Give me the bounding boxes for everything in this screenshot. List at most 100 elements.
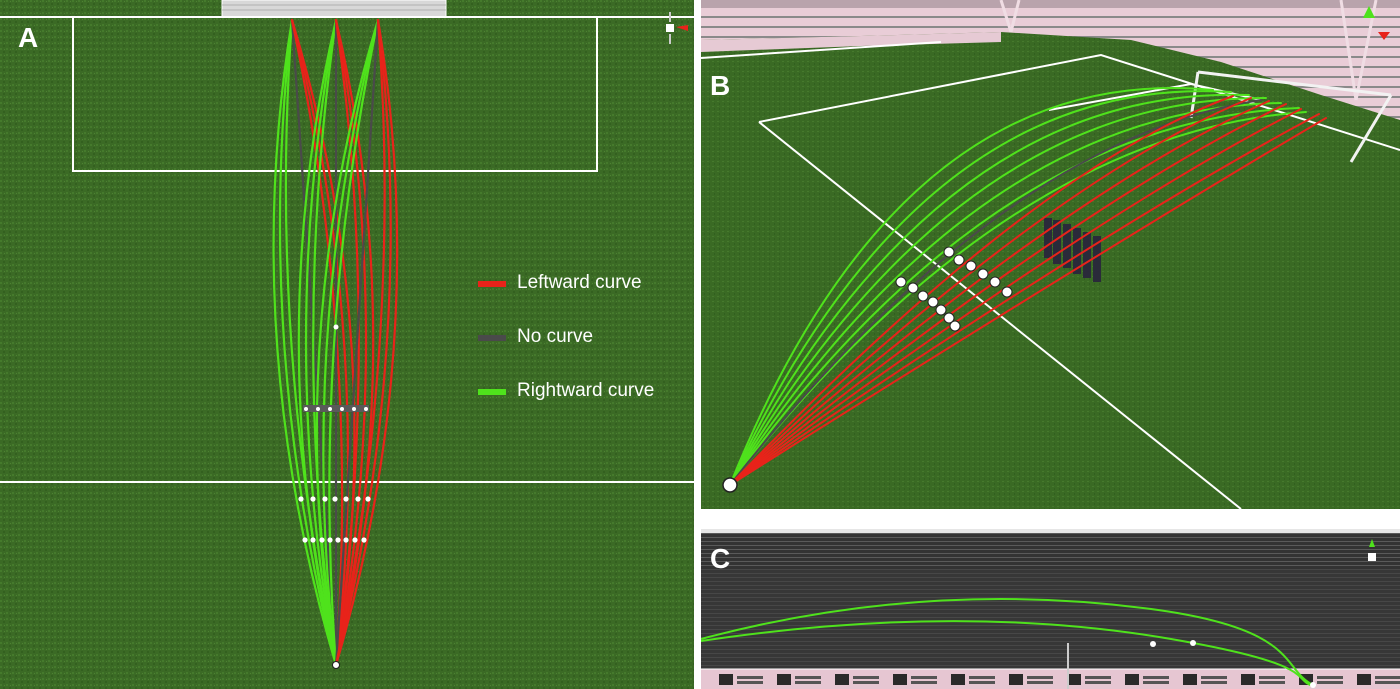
ball-mark (355, 496, 361, 502)
trajectory-side-lower (701, 620, 1314, 687)
crest-icon (893, 674, 907, 685)
panel-label-c: C (710, 543, 731, 574)
stadium-stands (701, 0, 1400, 120)
ball-mark (1310, 682, 1316, 688)
board-text-mark (853, 681, 879, 684)
trajectory-leftward (729, 100, 1270, 486)
trajectory-leftward (729, 95, 1234, 486)
kick-spot-ball (722, 477, 738, 493)
trajectory-leftward (334, 18, 399, 667)
ball-mark (310, 537, 316, 543)
legend-label-leftward: Leftward curve (517, 272, 642, 293)
ball-mark (953, 254, 965, 266)
trajectory-rightward (729, 96, 1267, 486)
crest-icon (1241, 674, 1255, 685)
legend-label-rightward: Rightward curve (517, 380, 655, 401)
ball-mark (927, 296, 939, 308)
board-text-mark (737, 676, 763, 679)
view-gizmo-icon[interactable] (1368, 539, 1376, 561)
ball-mark (319, 537, 325, 543)
panel-a-scene (0, 0, 694, 689)
ball-mark (335, 537, 341, 543)
legend-label-no-curve: No curve (517, 326, 594, 347)
ball-mark (989, 276, 1001, 288)
ball-mark (917, 290, 929, 302)
panel-label-b: B (710, 70, 731, 101)
trajectory-leftward (729, 103, 1287, 486)
trajectory-leftward (729, 108, 1302, 486)
board-text-mark (795, 681, 821, 684)
crest-icon (1125, 674, 1139, 685)
ball-mark (352, 537, 358, 543)
legend-swatch-rightward (478, 389, 506, 395)
advertising-board (701, 32, 1001, 52)
trajectory-rightward (304, 18, 338, 667)
ball-mark (977, 268, 989, 280)
board-text-mark (1201, 676, 1227, 679)
crest-icon (835, 674, 849, 685)
ball-mark (327, 537, 333, 543)
marker-ball (333, 324, 339, 330)
ball-positions (895, 246, 1013, 332)
trajectory-leftward (334, 18, 392, 667)
top-band (701, 529, 1400, 533)
ball-mark (895, 276, 907, 288)
goal-net (221, 0, 447, 18)
trajectory-rightward (729, 87, 1214, 486)
view-gizmo-icon[interactable] (1363, 6, 1390, 40)
ball-mark (322, 496, 328, 502)
touch-line (701, 41, 942, 59)
ball-mark (949, 320, 961, 332)
ball-mark (298, 496, 304, 502)
board-text-mark (1143, 676, 1169, 679)
panel-c-side-view: C (701, 529, 1400, 689)
board-text-mark (969, 676, 995, 679)
trajectory-rightward (278, 18, 338, 667)
ball-mark (332, 496, 338, 502)
trajectory-no-curve (729, 99, 1262, 486)
trajectory-leftward (729, 97, 1252, 486)
trajectory-leftward (729, 117, 1327, 486)
board-text-mark (1317, 676, 1343, 679)
ball-mark (365, 496, 371, 502)
ball-mark (1190, 640, 1196, 646)
board-text-mark (911, 681, 937, 684)
board-text-mark (969, 681, 995, 684)
goal-frame (1189, 70, 1393, 163)
trajectory-rightward (322, 18, 380, 667)
trajectory-rightward (729, 93, 1250, 486)
trajectory-no-curve (334, 18, 380, 667)
defensive-wall (303, 405, 369, 412)
ball-mark (1150, 641, 1156, 647)
board-text-mark (1143, 681, 1169, 684)
board-text-mark (853, 676, 879, 679)
board-text-mark (1027, 681, 1053, 684)
board-text-mark (1317, 681, 1343, 684)
trajectory-leftward (334, 18, 368, 667)
board-text-mark (1375, 681, 1400, 684)
crest-icon (1009, 674, 1023, 685)
ball-mark (907, 282, 919, 294)
board-text-mark (1259, 681, 1285, 684)
panel-c-scene (701, 529, 1400, 689)
trajectory-rightward (272, 18, 338, 667)
penalty-area-line (758, 53, 1400, 151)
crest-icon (719, 674, 733, 685)
ball-mark (943, 246, 955, 258)
trajectory-leftward (334, 18, 360, 667)
trajectory-rightward (729, 90, 1232, 486)
board-text-mark (1375, 676, 1400, 679)
trajectory-side-upper (701, 598, 1314, 686)
board-text-mark (1027, 676, 1053, 679)
panel-label-a: A (18, 22, 39, 53)
ball-mark (310, 496, 316, 502)
view-gizmo-icon[interactable] (666, 12, 688, 44)
crest-icon (1183, 674, 1197, 685)
ball-mark (302, 537, 308, 543)
crest-icon (951, 674, 965, 685)
trajectory-rightward (315, 18, 380, 667)
ball-mark (361, 537, 367, 543)
panel-a-top-view: A Leftward curve No curve Rightward curv… (0, 0, 694, 689)
ball-mark (343, 537, 349, 543)
ball-mark (965, 260, 977, 272)
